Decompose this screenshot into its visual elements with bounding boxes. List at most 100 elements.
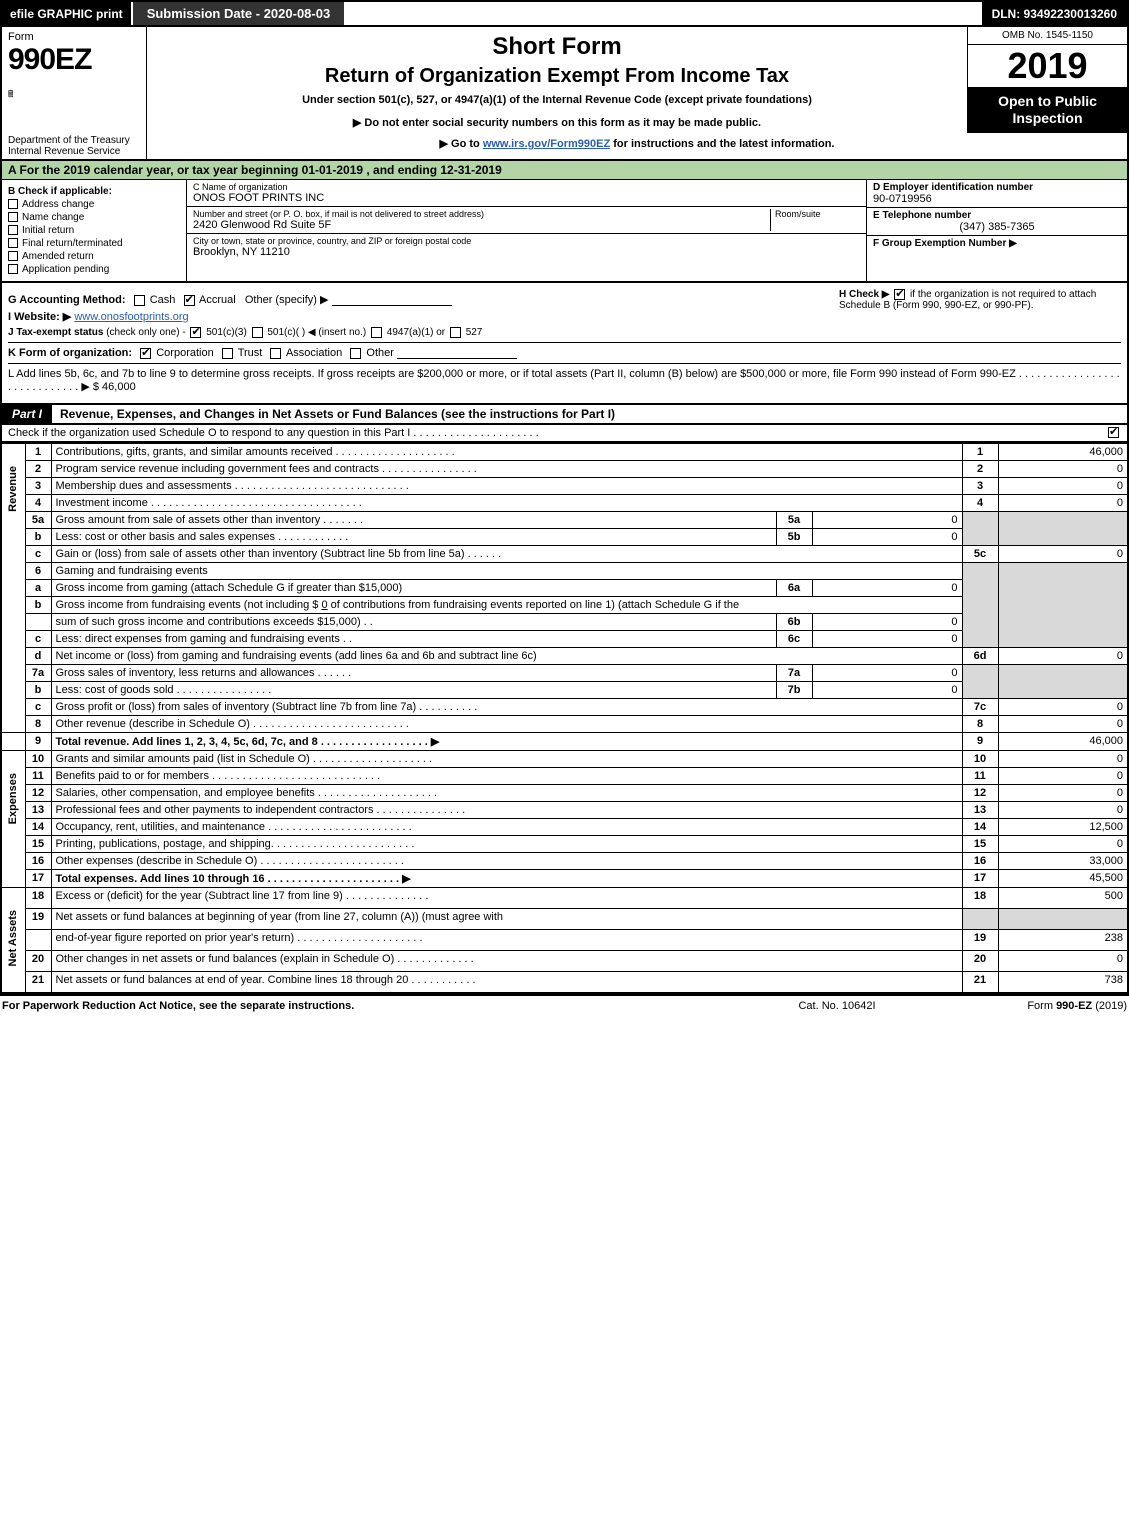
chk-501c3[interactable] [190, 327, 201, 338]
sublbl-6c: 6c [776, 631, 812, 648]
row-g-label: G Accounting Method: [8, 294, 126, 306]
sublbl-7b: 7b [776, 682, 812, 699]
irs-link[interactable]: www.irs.gov/Form990EZ [483, 138, 610, 150]
subval-7a: 0 [812, 665, 962, 682]
footer-right: Form 990-EZ (2019) [927, 1000, 1127, 1012]
num-3: 3 [962, 478, 998, 495]
form-header: Form 990EZ 🖩 Short Form Return of Organi… [0, 27, 1129, 133]
chk-association[interactable] [270, 348, 281, 359]
num-2: 2 [962, 461, 998, 478]
sublbl-5a: 5a [776, 512, 812, 529]
num-5c: 5c [962, 546, 998, 563]
val-19: 238 [998, 929, 1128, 950]
efile-label[interactable]: efile GRAPHIC print [2, 2, 133, 25]
row-h: H Check ▶ if the organization is not req… [839, 289, 1119, 311]
other-org-input[interactable] [397, 347, 517, 359]
city-label: City or town, state or province, country… [193, 236, 860, 246]
num-11: 11 [962, 768, 998, 785]
row-i-label: I Website: ▶ [8, 311, 71, 323]
chk-schedule-o-used[interactable] [1108, 427, 1119, 438]
desc-21: Net assets or fund balances at end of ye… [51, 971, 962, 993]
ein: 90-0719956 [873, 193, 1121, 205]
lbl-amended-return: Amended return [22, 251, 94, 262]
val-9: 46,000 [998, 733, 1128, 751]
footer-catno: Cat. No. 10642I [747, 1000, 927, 1012]
chk-address-change[interactable] [8, 199, 18, 209]
sublbl-6b: 6b [776, 614, 812, 631]
val-21: 738 [998, 971, 1128, 993]
chk-initial-return[interactable] [8, 225, 18, 235]
num-9: 9 [962, 733, 998, 751]
num-19: 19 [962, 929, 998, 950]
title-return: Return of Organization Exempt From Incom… [157, 65, 957, 88]
title-short-form: Short Form [157, 33, 957, 61]
desc-13: Professional fees and other payments to … [51, 802, 962, 819]
chk-schedule-b-not-required[interactable] [894, 289, 905, 300]
row-j: J Tax-exempt status (check only one) - 5… [8, 327, 1121, 338]
desc-14: Occupancy, rent, utilities, and maintena… [51, 819, 962, 836]
entity-grid: B Check if applicable: Address change Na… [0, 180, 1129, 283]
lbl-other-org: Other [366, 347, 394, 359]
ein-label: D Employer identification number [873, 182, 1121, 193]
row-j-note: (check only one) - [106, 327, 185, 338]
chk-application-pending[interactable] [8, 264, 18, 274]
lbl-trust: Trust [238, 347, 263, 359]
lbl-501c: 501(c)( ) ◀ (insert no.) [267, 327, 366, 338]
desc-7a: Gross sales of inventory, less returns a… [51, 665, 776, 682]
desc-20: Other changes in net assets or fund bala… [51, 950, 962, 971]
chk-trust[interactable] [222, 348, 233, 359]
desc-6b: Gross income from fundraising events (no… [51, 597, 962, 614]
desc-6d: Net income or (loss) from gaming and fun… [51, 648, 962, 665]
num-15: 15 [962, 836, 998, 853]
chk-accrual[interactable] [184, 295, 195, 306]
row-i: I Website: ▶ www.onosfootprints.org [8, 310, 1121, 323]
num-7c: 7c [962, 699, 998, 716]
website-link[interactable]: www.onosfootprints.org [74, 311, 188, 323]
chk-4947[interactable] [371, 327, 382, 338]
num-12: 12 [962, 785, 998, 802]
desc-18: Excess or (deficit) for the year (Subtra… [51, 888, 962, 909]
desc-6: Gaming and fundraising events [51, 563, 962, 580]
chk-527[interactable] [450, 327, 461, 338]
desc-6a: Gross income from gaming (attach Schedul… [51, 580, 776, 597]
dln: DLN: 93492230013260 [982, 2, 1127, 25]
chk-corporation[interactable] [140, 348, 151, 359]
subval-5a: 0 [812, 512, 962, 529]
chk-other-org[interactable] [350, 348, 361, 359]
val-13: 0 [998, 802, 1128, 819]
val-6d: 0 [998, 648, 1128, 665]
desc-9: Total revenue. Add lines 1, 2, 3, 4, 5c,… [51, 733, 962, 751]
num-10: 10 [962, 751, 998, 768]
lbl-name-change: Name change [22, 212, 84, 223]
part-1-check-text: Check if the organization used Schedule … [8, 427, 1106, 439]
desc-6b-2: sum of such gross income and contributio… [51, 614, 776, 631]
other-method-input[interactable] [332, 294, 452, 306]
bullet-2-post: for instructions and the latest informat… [610, 138, 834, 150]
tax-year: 2019 [968, 45, 1127, 87]
chk-cash[interactable] [134, 295, 145, 306]
chk-name-change[interactable] [8, 212, 18, 222]
lbl-501c3: 501(c)(3) [206, 327, 247, 338]
omb-number: OMB No. 1545-1150 [968, 27, 1127, 45]
group-exemption-label: F Group Exemption Number ▶ [873, 238, 1121, 249]
desc-4: Investment income . . . . . . . . . . . … [51, 495, 962, 512]
val-7c: 0 [998, 699, 1128, 716]
lbl-final-return: Final return/terminated [22, 238, 123, 249]
num-1: 1 [962, 444, 998, 461]
bullet-1: ▶ Do not enter social security numbers o… [157, 116, 957, 129]
desc-16: Other expenses (describe in Schedule O) … [51, 853, 962, 870]
side-expenses: Expenses [1, 751, 25, 888]
num-21: 21 [962, 971, 998, 993]
desc-5b: Less: cost or other basis and sales expe… [51, 529, 776, 546]
tel-label: E Telephone number [873, 210, 1121, 221]
chk-amended-return[interactable] [8, 251, 18, 261]
chk-final-return[interactable] [8, 238, 18, 248]
lbl-address-change: Address change [22, 199, 94, 210]
chk-501c[interactable] [252, 327, 263, 338]
lbl-cash: Cash [150, 294, 176, 306]
desc-10: Grants and similar amounts paid (list in… [51, 751, 962, 768]
page-footer: For Paperwork Reduction Act Notice, see … [0, 994, 1129, 1016]
part-1-tag: Part I [2, 405, 52, 423]
desc-12: Salaries, other compensation, and employ… [51, 785, 962, 802]
num-6d: 6d [962, 648, 998, 665]
